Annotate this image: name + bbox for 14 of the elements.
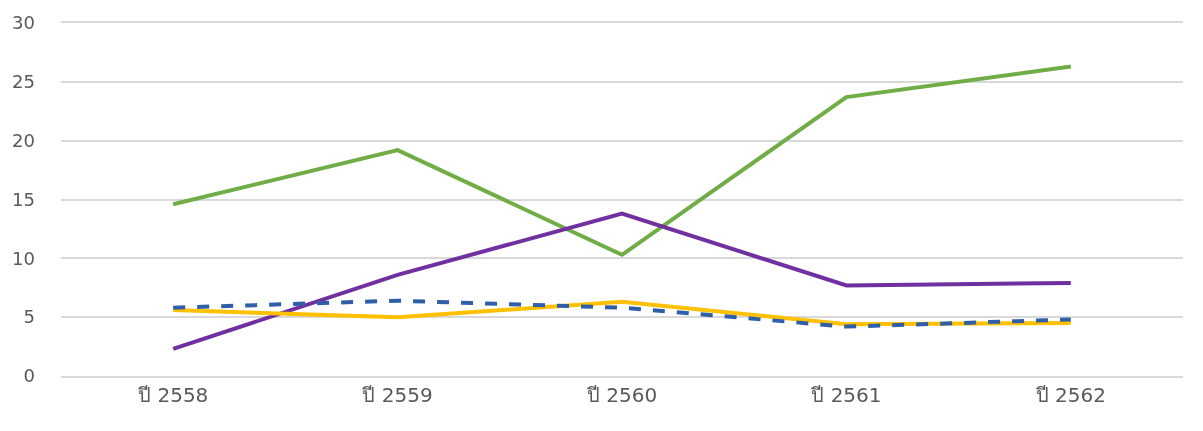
y-tick-label: 10 xyxy=(12,247,35,269)
y-tick-label: 15 xyxy=(12,188,35,210)
y-tick-label: 25 xyxy=(12,71,35,93)
x-tick-label: ปี 2560 xyxy=(586,382,658,407)
y-tick-label: 20 xyxy=(12,129,35,151)
x-tick-label: ปี 2558 xyxy=(138,382,209,407)
y-tick-label: 0 xyxy=(23,365,35,387)
x-tick-label: ปี 2559 xyxy=(362,382,433,407)
x-tick-label: ปี 2561 xyxy=(811,382,882,407)
y-tick-label: 30 xyxy=(12,12,35,34)
line-series xyxy=(171,64,1073,257)
x-tick-label: ปี 2562 xyxy=(1035,382,1106,407)
line-series xyxy=(171,211,1073,351)
y-tick-label: 5 xyxy=(23,306,35,328)
